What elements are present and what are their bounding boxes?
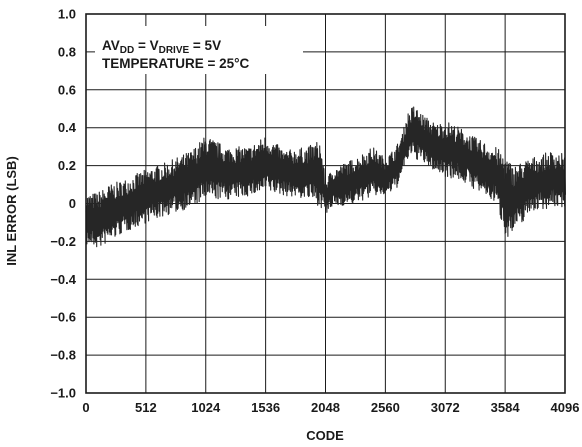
x-tick-label: 1024: [191, 400, 221, 415]
x-tick-label: 2048: [311, 400, 340, 415]
x-tick-label: 2560: [371, 400, 400, 415]
y-axis-title: INL ERROR (LSB): [4, 156, 19, 266]
y-tick-label: −0.4: [50, 272, 76, 287]
y-tick-label: 1.0: [58, 7, 76, 22]
x-tick-labels: 0 512 1024 1536 2048 2560 3072 3584 4096: [82, 400, 579, 415]
y-tick-label: −0.8: [50, 348, 76, 363]
y-tick-label: 0.6: [58, 82, 76, 97]
y-tick-label: 0: [69, 196, 76, 211]
x-tick-label: 3072: [431, 400, 460, 415]
annotation-line-2: TEMPERATURE = 25°C: [102, 56, 250, 71]
plot-frame: [85, 13, 566, 394]
inl-error-line: [85, 106, 566, 248]
x-axis-title: CODE: [306, 428, 344, 443]
annotation-line-1: AVDD = VDRIVE = 5V: [102, 38, 221, 56]
x-tick-label: 0: [82, 400, 89, 415]
y-tick-label: −1.0: [50, 386, 76, 401]
x-tick-label: 4096: [551, 400, 580, 415]
y-tick-label: −0.6: [50, 310, 76, 325]
y-tick-label: 0.2: [58, 158, 76, 173]
x-tick-label: 3584: [491, 400, 521, 415]
x-tick-label: 512: [135, 400, 157, 415]
y-tick-label: −0.2: [50, 234, 76, 249]
y-tick-label: 0.8: [58, 44, 76, 59]
x-tick-label: 1536: [251, 400, 280, 415]
inl-error-trace: [85, 106, 566, 248]
annotation-backdrop: [95, 26, 303, 74]
y-tick-label: 0.4: [58, 120, 77, 135]
y-tick-labels: 1.0 0.8 0.6 0.4 0.2 0 −0.2 −0.4 −0.6 −0.8 −1.0: [50, 7, 76, 401]
